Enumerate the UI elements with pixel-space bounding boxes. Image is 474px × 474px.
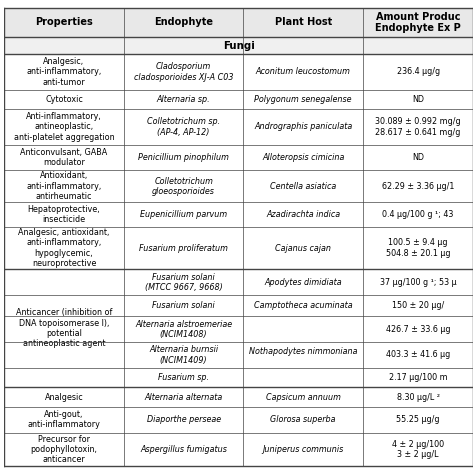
Text: Diaporthe perseae: Diaporthe perseae <box>146 415 221 424</box>
Text: 55.25 μg/g: 55.25 μg/g <box>396 415 440 424</box>
Text: 426.7 ± 33.6 μg: 426.7 ± 33.6 μg <box>386 325 450 334</box>
Bar <box>4 145 474 170</box>
Text: Fusarium sp.: Fusarium sp. <box>158 373 209 382</box>
Text: Fusarium solani
(MTCC 9667, 9668): Fusarium solani (MTCC 9667, 9668) <box>145 273 222 292</box>
Text: 37 μg/100 g ¹; 53 μ: 37 μg/100 g ¹; 53 μ <box>380 278 456 287</box>
Text: Nothapodytes nimmoniana: Nothapodytes nimmoniana <box>249 347 357 356</box>
Text: Antioxidant,
anti-inflammatory,
antirheumatic: Antioxidant, anti-inflammatory, antirheu… <box>27 172 101 201</box>
Text: Eupenicillium parvum: Eupenicillium parvum <box>140 210 227 219</box>
Text: Andrographis paniculata: Andrographis paniculata <box>254 122 352 131</box>
Text: Alternaria alternata: Alternaria alternata <box>145 392 223 401</box>
Text: Aconitum leucostomum: Aconitum leucostomum <box>256 67 351 76</box>
Text: Analgesic, antioxidant,
anti-inflammatory,
hypoglycemic,
neuroprotective: Analgesic, antioxidant, anti-inflammator… <box>18 228 109 268</box>
Text: Aspergillus fumigatus: Aspergillus fumigatus <box>140 445 227 454</box>
Text: Fusarium solani: Fusarium solani <box>152 301 215 310</box>
Text: ND: ND <box>412 153 424 162</box>
Bar <box>4 202 474 227</box>
Text: Anti-inflammatory,
antineoplastic,
anti-platelet aggregation: Anti-inflammatory, antineoplastic, anti-… <box>14 112 114 142</box>
Text: Amount Produc
Endophyte Ex P: Amount Produc Endophyte Ex P <box>375 12 461 33</box>
Text: Analgesic: Analgesic <box>45 392 83 401</box>
Bar <box>4 54 474 90</box>
Bar <box>4 170 474 202</box>
Text: 0.4 μg/100 g ¹; 43: 0.4 μg/100 g ¹; 43 <box>383 210 454 219</box>
Text: Properties: Properties <box>35 18 93 27</box>
Text: Cytotoxic: Cytotoxic <box>45 95 83 104</box>
Text: Colletotrichum sp.
(AP-4, AP-12): Colletotrichum sp. (AP-4, AP-12) <box>147 117 220 137</box>
Bar <box>4 407 474 433</box>
Text: Glorosa superba: Glorosa superba <box>271 415 336 424</box>
Text: Capsicum annuum: Capsicum annuum <box>266 392 341 401</box>
Bar <box>4 433 474 466</box>
Text: Camptotheca acuminata: Camptotheca acuminata <box>254 301 353 310</box>
Bar <box>4 90 474 109</box>
Bar <box>4 37 474 54</box>
Text: 4 ± 2 μg/100
3 ± 2 μg/L: 4 ± 2 μg/100 3 ± 2 μg/L <box>392 440 444 459</box>
Bar <box>4 269 474 295</box>
Text: 403.3 ± 41.6 μg: 403.3 ± 41.6 μg <box>386 350 450 359</box>
Bar <box>4 317 474 342</box>
Text: Precursor for
podophyllotoxin,
anticancer: Precursor for podophyllotoxin, anticance… <box>30 435 98 465</box>
Text: Cladosporium
cladosporioides XJ-A C03: Cladosporium cladosporioides XJ-A C03 <box>134 62 233 82</box>
Text: Fusarium proliferatum: Fusarium proliferatum <box>139 244 228 253</box>
Bar <box>4 8 474 37</box>
Text: 62.29 ± 3.36 μg/1: 62.29 ± 3.36 μg/1 <box>382 182 455 191</box>
Bar <box>4 227 474 269</box>
Text: Apodytes dimidiata: Apodytes dimidiata <box>264 278 342 287</box>
Text: Anticancer (inhibition of
DNA topoisomerase I),
potential
antineoplastic agent: Anticancer (inhibition of DNA topoisomer… <box>16 308 112 348</box>
Text: Anti-gout,
anti-inflammatory: Anti-gout, anti-inflammatory <box>27 410 100 429</box>
Text: Fungi: Fungi <box>223 41 255 51</box>
Text: 30.089 ± 0.992 mg/g
28.617 ± 0.641 mg/g: 30.089 ± 0.992 mg/g 28.617 ± 0.641 mg/g <box>375 117 461 137</box>
Text: 150 ± 20 μg/: 150 ± 20 μg/ <box>392 301 444 310</box>
Text: 8.30 μg/L ²: 8.30 μg/L ² <box>397 392 440 401</box>
Text: Alternaria burnsii
(NCIM1409): Alternaria burnsii (NCIM1409) <box>149 345 218 365</box>
Bar <box>4 387 474 407</box>
Text: Cajanus cajan: Cajanus cajan <box>275 244 331 253</box>
Text: Alternaria sp.: Alternaria sp. <box>157 95 210 104</box>
Bar <box>4 295 474 317</box>
Text: Alloteropsis cimicina: Alloteropsis cimicina <box>262 153 345 162</box>
Text: Hepatoprotective,
insecticide: Hepatoprotective, insecticide <box>27 205 100 224</box>
Text: 236.4 μg/g: 236.4 μg/g <box>397 67 440 76</box>
Text: Colletotrichum
gloeosporioides: Colletotrichum gloeosporioides <box>152 177 215 196</box>
Text: Anticonvulsant, GABA
modulator: Anticonvulsant, GABA modulator <box>20 148 108 167</box>
Text: Juniperus communis: Juniperus communis <box>263 445 344 454</box>
Text: Endophyte: Endophyte <box>154 18 213 27</box>
Text: 100.5 ± 9.4 μg
504.8 ± 20.1 μg: 100.5 ± 9.4 μg 504.8 ± 20.1 μg <box>386 238 450 258</box>
Text: ND: ND <box>412 95 424 104</box>
Bar <box>4 109 474 145</box>
Text: Centella asiatica: Centella asiatica <box>270 182 337 191</box>
Text: Plant Host: Plant Host <box>274 18 332 27</box>
Text: Analgesic,
anti-inflammatory,
anti-tumor: Analgesic, anti-inflammatory, anti-tumor <box>27 57 101 87</box>
Text: Penicillium pinophilum: Penicillium pinophilum <box>138 153 229 162</box>
Text: Polygonum senegalense: Polygonum senegalense <box>255 95 352 104</box>
Text: 2.17 μg/100 m: 2.17 μg/100 m <box>389 373 447 382</box>
Bar <box>4 368 474 387</box>
Text: Alternaria alstroemeriae
(NCIM1408): Alternaria alstroemeriae (NCIM1408) <box>135 319 232 339</box>
Text: Azadirachta indica: Azadirachta indica <box>266 210 340 219</box>
Bar <box>4 342 474 368</box>
